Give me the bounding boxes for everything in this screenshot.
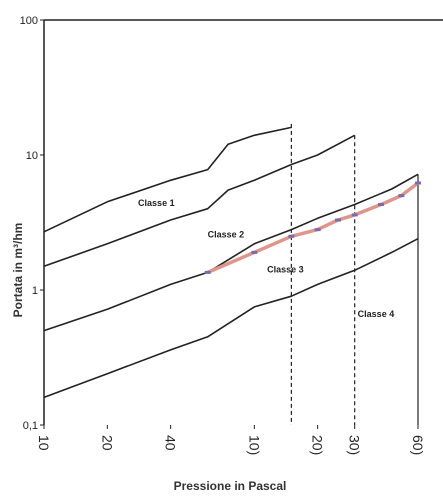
series-point <box>377 202 384 206</box>
x-tick-label: 20 <box>99 435 115 451</box>
class-label: Classe 3 <box>267 264 304 274</box>
x-tick-label: 40 <box>163 435 179 451</box>
plot-frame <box>43 19 443 425</box>
y-axis-label: Portata in m³/hm <box>11 223 25 318</box>
series-line <box>43 126 292 233</box>
series-point <box>415 181 421 185</box>
series-lines <box>43 126 421 399</box>
series-point <box>335 218 342 222</box>
class-label: Classe 2 <box>208 229 245 239</box>
class-labels: Classe 1 Classe 2 Classe 3 Classe 4 <box>138 198 394 319</box>
x-tick-label: 30) <box>347 435 363 455</box>
x-axis-ticks: 10 20 40 10) 20) 30) 60) <box>36 425 426 455</box>
series-point <box>351 213 358 217</box>
y-tick-label: 100 <box>20 15 38 27</box>
x-tick-label: 10) <box>246 435 262 455</box>
vertical-markers <box>290 123 419 425</box>
y-axis-ticks: 100 10 1 0,1 <box>20 15 44 432</box>
series-line <box>43 134 356 267</box>
series-point <box>288 234 295 238</box>
x-tick-label: 20) <box>310 435 326 455</box>
x-tick-label: 10 <box>36 435 52 451</box>
class-label: Classe 1 <box>138 198 175 208</box>
x-tick-label: 60) <box>410 435 426 455</box>
x-axis-label: Pressione in Pascal <box>174 479 287 493</box>
series-point <box>314 228 321 232</box>
class-label: Classe 4 <box>358 309 395 319</box>
y-tick-label: 10 <box>26 150 38 162</box>
series-line <box>43 173 419 332</box>
series-point <box>204 270 211 274</box>
series-point <box>251 250 258 254</box>
y-tick-label: 0,1 <box>23 420 38 432</box>
series-point <box>398 194 405 198</box>
y-tick-label: 1 <box>32 285 38 297</box>
series-line <box>43 237 419 399</box>
